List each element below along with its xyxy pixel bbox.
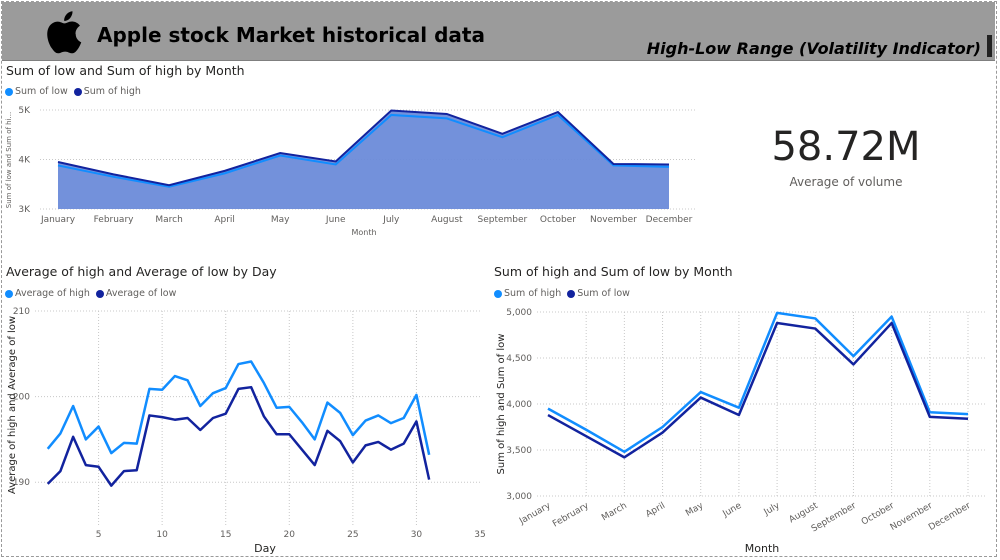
month-x-tick-label: March — [600, 501, 629, 523]
legend-label: Average of low — [105, 288, 177, 299]
report-header: Apple stock Market historical data High-… — [2, 2, 995, 61]
month-y-tick-label: 4,000 — [506, 400, 532, 410]
day-y-axis-title: Average of high and Average of low — [7, 316, 18, 494]
month-y-tick-label: 3,000 — [506, 492, 532, 502]
area-x-tick-label: January — [40, 215, 76, 225]
month-x-tick-label: February — [551, 501, 591, 530]
day-x-tick-label: 15 — [220, 530, 231, 540]
month-y-axis-title: Sum of high and Sum of low — [496, 334, 507, 475]
month-x-tick-label: June — [721, 501, 744, 520]
day-chart-title: Average of high and Average of low by Da… — [6, 264, 277, 279]
day-y-tick-label: 210 — [13, 307, 30, 317]
header-accent-bar — [987, 35, 992, 57]
kpi-label: Average of volume — [789, 175, 903, 189]
month-chart-title: Sum of high and Sum of low by Month — [494, 264, 733, 279]
area-x-tick-label: April — [214, 215, 235, 225]
legend-marker-icon — [95, 289, 104, 298]
area-x-tick-label: March — [155, 215, 182, 225]
area-y-axis-title: Sum of low and Sum of hi... — [5, 112, 13, 208]
area-x-tick-label: December — [646, 215, 693, 225]
legend-label: Sum of low — [577, 288, 630, 299]
month-x-tick-label: July — [762, 501, 782, 519]
report-title: Apple stock Market historical data — [97, 23, 485, 47]
legend-marker-icon — [5, 87, 13, 96]
day-x-tick-label: 25 — [347, 530, 358, 540]
legend-label: Sum of high — [83, 86, 141, 97]
day-line-average-of-low — [46, 385, 431, 487]
month-x-tick-label: May — [684, 501, 706, 519]
day-x-tick-label: 20 — [284, 530, 296, 540]
legend-marker-icon — [5, 289, 13, 298]
month-x-tick-label: April — [644, 501, 667, 520]
day-x-tick-label: 35 — [474, 530, 485, 540]
day-x-tick-label: 5 — [96, 530, 102, 540]
apple-logo-icon — [47, 11, 82, 54]
area-y-tick-label: 3K — [18, 205, 31, 215]
day-x-tick-label: 30 — [411, 530, 423, 540]
legend-item-sum-of-high[interactable]: Sum of high — [73, 86, 141, 97]
day-chart-legend[interactable]: Average of high Average of low — [5, 288, 182, 299]
legend-item-sum-of-low[interactable]: Sum of low — [567, 288, 630, 299]
area-line-sum-of-low — [57, 113, 670, 188]
area-fill-sum-of-high — [58, 110, 669, 209]
area-x-tick-label: September — [477, 215, 527, 225]
area-x-tick-label: July — [382, 215, 400, 225]
legend-label: Sum of high — [504, 288, 562, 299]
area-x-tick-label: June — [325, 215, 346, 225]
month-y-tick-label: 3,500 — [506, 446, 532, 456]
area-line-sum-of-high — [57, 109, 670, 187]
area-chart-legend[interactable]: Sum of low Sum of high — [5, 86, 147, 97]
area-x-tick-label: August — [431, 215, 463, 225]
day-x-tick-label: 10 — [156, 530, 168, 540]
month-chart-legend[interactable]: Sum of high Sum of low — [494, 288, 636, 299]
legend-marker-icon — [494, 289, 502, 298]
legend-marker-icon — [567, 289, 576, 298]
area-chart-title: Sum of low and Sum of high by Month — [6, 63, 245, 78]
day-x-axis-title: Day — [254, 542, 276, 555]
month-x-axis-title: Month — [745, 542, 780, 555]
month-line-sum-of-high — [547, 311, 969, 454]
legend-label: Average of high — [15, 288, 90, 299]
month-x-tick-label: November — [889, 501, 935, 533]
legend-item-average-of-low[interactable]: Average of low — [95, 288, 177, 299]
area-x-tick-label: May — [271, 215, 290, 225]
month-line-sum-of-low — [547, 321, 969, 459]
area-x-axis-title: Month — [351, 228, 376, 237]
area-x-tick-label: October — [540, 215, 576, 225]
kpi-value: 58.72M — [771, 124, 921, 170]
legend-label: Sum of low — [15, 86, 68, 97]
day-y-tick-label: 200 — [13, 393, 30, 403]
legend-item-sum-of-low[interactable]: Sum of low — [5, 86, 68, 97]
month-y-tick-label: 4,500 — [506, 354, 532, 364]
day-y-tick-label: 190 — [13, 478, 30, 488]
area-x-tick-label: February — [94, 215, 135, 225]
legend-item-average-of-high[interactable]: Average of high — [5, 288, 90, 299]
area-x-tick-label: November — [590, 215, 637, 225]
month-x-tick-label: December — [927, 501, 973, 533]
report-subtitle: High-Low Range (Volatility Indicator) — [646, 39, 981, 58]
area-y-tick-label: 5K — [18, 106, 31, 116]
month-y-tick-label: 5,000 — [506, 308, 532, 318]
month-x-tick-label: January — [517, 501, 553, 528]
legend-item-sum-of-high[interactable]: Sum of high — [494, 288, 561, 299]
day-line-average-of-high — [46, 360, 431, 456]
legend-marker-icon — [73, 87, 82, 96]
area-y-tick-label: 4K — [18, 156, 31, 166]
